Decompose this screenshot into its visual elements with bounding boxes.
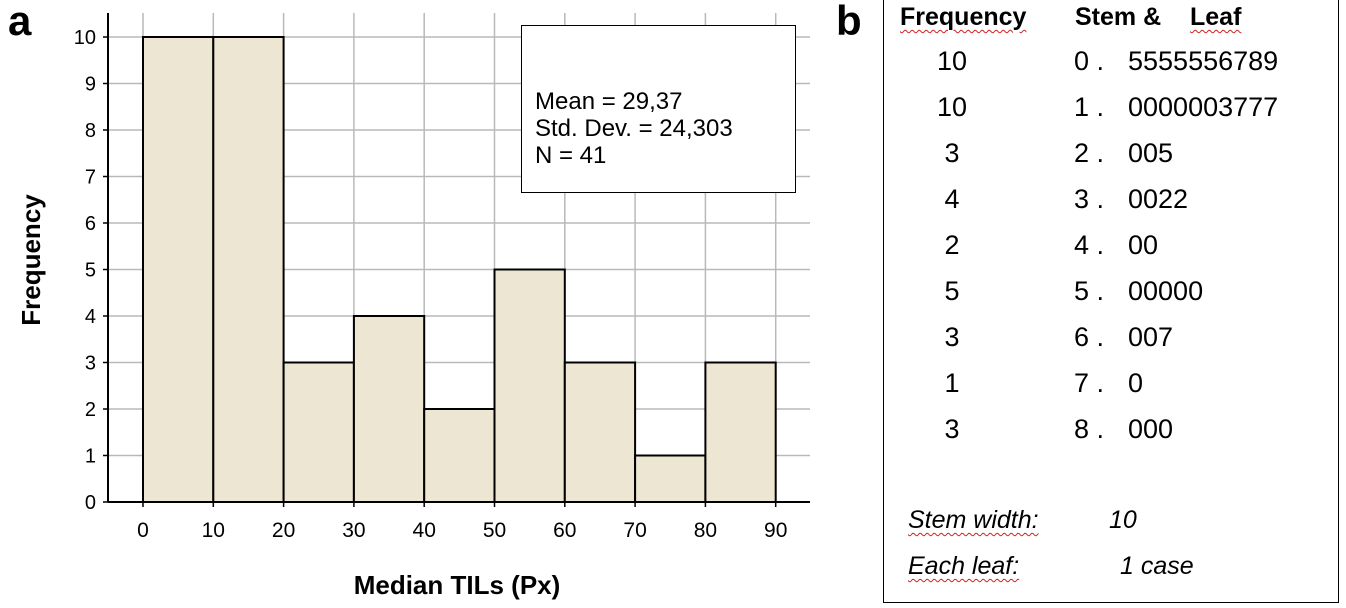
stem-leaf-leaf: 5555556789	[1128, 46, 1279, 76]
x-tick-label: 20	[272, 519, 295, 542]
each-leaf-label: Each leaf:	[908, 552, 1020, 580]
stem-leaf-leaf: 005	[1128, 138, 1174, 168]
y-tick-label: 10	[74, 27, 96, 49]
x-tick-label: 90	[764, 519, 787, 542]
histogram-bar	[563, 361, 637, 503]
stem-leaf-panel: Frequency Stem & Leaf 10 0 . 5555556789 10 1…	[883, 0, 1339, 603]
histogram-bar	[634, 454, 707, 503]
histogram-bar	[423, 408, 496, 503]
stem-width-value: 10	[1109, 506, 1137, 534]
histogram-bar	[493, 268, 566, 503]
axes	[103, 13, 810, 507]
histogram-bar	[352, 315, 426, 503]
stem-leaf-stem: 3 .	[1074, 184, 1105, 214]
panel-b-label: b	[836, 0, 862, 44]
x-tick-labels: 0 10 20 30 40 50 60 70 80 90	[137, 519, 787, 542]
y-tick-label: 6	[85, 213, 96, 235]
y-tick-label: 2	[85, 399, 96, 421]
stem-leaf-stem: 4 .	[1074, 230, 1105, 260]
x-tick-label: 60	[553, 519, 576, 542]
stem-leaf-frequency: 3	[944, 322, 960, 352]
stem-leaf-stem: 6 .	[1074, 322, 1105, 352]
x-tick-label: 30	[342, 519, 365, 542]
stem-leaf-leaf: 00000	[1128, 276, 1204, 306]
stem-leaf-frequency: 3	[944, 414, 960, 444]
y-tick-label: 7	[85, 167, 96, 189]
stats-mean: Mean = 29,37	[535, 88, 683, 115]
stem-leaf-leaf: 00	[1128, 230, 1159, 260]
stem-leaf-stem: 5 .	[1074, 276, 1105, 306]
stem-leaf-leaf: 0022	[1128, 184, 1189, 214]
x-axis-label: Median TILs (Px)	[354, 570, 561, 600]
stem-leaf-header-stem: Stem &	[1075, 3, 1162, 31]
y-tick-labels: 0 1 2 3 4 5 6 7 8 9 10	[74, 27, 96, 514]
stem-leaf-header-leaf: Leaf	[1190, 3, 1242, 31]
stats-n: N = 41	[535, 142, 607, 169]
stem-leaf-leaf: 007	[1128, 322, 1174, 352]
histogram-bar	[142, 36, 215, 503]
x-tick-label: 40	[413, 519, 436, 542]
y-tick-label: 0	[85, 492, 96, 514]
histogram-bar	[212, 36, 285, 503]
y-tick-label: 1	[85, 446, 96, 468]
stem-leaf-leaf: 000	[1128, 414, 1174, 444]
stem-leaf-frequency: 2	[944, 230, 960, 260]
panel-a-label: a	[8, 0, 32, 44]
histogram-bars	[142, 36, 777, 503]
y-tick-label: 8	[85, 120, 96, 142]
stem-leaf-frequency: 4	[944, 184, 960, 214]
histogram-chart: 0 1 2 3 4 5 6 7 8 9 10 0 10 20 30 40 50 60 70 80 90 Frequen…	[16, 13, 810, 600]
stats-std-dev: Std. Dev. = 24,303	[535, 115, 733, 142]
stem-leaf-leaf: 0	[1128, 368, 1144, 398]
stem-leaf-frequency: 5	[944, 276, 960, 306]
histogram-bar	[282, 361, 355, 503]
stem-leaf-stem: 2 .	[1074, 138, 1105, 168]
histogram-bar	[704, 361, 777, 503]
stem-leaf-header-frequency: Frequency	[900, 3, 1027, 31]
x-tick-label: 70	[623, 519, 646, 542]
stem-leaf-frequency: 10	[936, 92, 968, 122]
y-axis-label: Frequency	[16, 194, 46, 326]
stem-leaf-stem: 7 .	[1074, 368, 1105, 398]
x-tick-label: 80	[694, 519, 717, 542]
stem-leaf-frequency: 1	[944, 368, 960, 398]
stem-width-label: Stem width:	[908, 506, 1039, 534]
stem-leaf-frequency: 3	[944, 138, 960, 168]
each-leaf-value: 1 case	[1120, 552, 1194, 580]
y-tick-label: 5	[85, 260, 96, 282]
stats-box: Mean = 29,37 Std. Dev. = 24,303 N = 41	[521, 25, 796, 193]
y-tick-label: 4	[85, 306, 96, 328]
x-tick-label: 0	[137, 519, 149, 542]
stem-leaf-frequency: 10	[936, 46, 968, 76]
x-tick-label: 10	[202, 519, 225, 542]
y-tick-label: 9	[85, 74, 96, 96]
x-tick-label: 50	[483, 519, 506, 542]
y-tick-label: 3	[85, 353, 96, 375]
stem-leaf-stem: 8 .	[1074, 414, 1105, 444]
stem-leaf-stem: 0 .	[1074, 46, 1105, 76]
stem-leaf-stem: 1 .	[1074, 92, 1105, 122]
stem-leaf-leaf: 0000003777	[1128, 92, 1279, 122]
